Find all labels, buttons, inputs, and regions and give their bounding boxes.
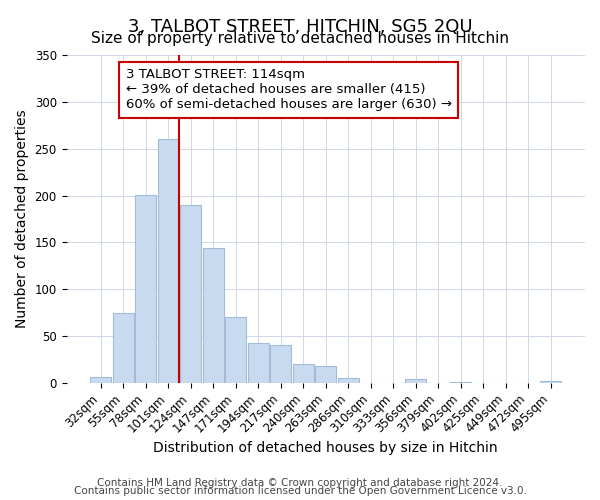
Text: 3, TALBOT STREET, HITCHIN, SG5 2QU: 3, TALBOT STREET, HITCHIN, SG5 2QU [128, 18, 472, 36]
Bar [180, 205, 202, 383]
Bar [158, 140, 179, 383]
Bar [540, 381, 562, 383]
Bar [405, 379, 427, 383]
Bar [293, 364, 314, 383]
Y-axis label: Number of detached properties: Number of detached properties [15, 110, 29, 328]
Bar [225, 318, 247, 383]
Bar [315, 366, 337, 383]
Bar [338, 378, 359, 383]
Bar [450, 382, 472, 383]
Bar [203, 248, 224, 383]
Text: Size of property relative to detached houses in Hitchin: Size of property relative to detached ho… [91, 31, 509, 46]
Bar [113, 312, 134, 383]
Text: Contains public sector information licensed under the Open Government Licence v3: Contains public sector information licen… [74, 486, 526, 496]
Bar [270, 346, 292, 383]
Bar [248, 342, 269, 383]
Text: Contains HM Land Registry data © Crown copyright and database right 2024.: Contains HM Land Registry data © Crown c… [97, 478, 503, 488]
Bar [90, 377, 112, 383]
X-axis label: Distribution of detached houses by size in Hitchin: Distribution of detached houses by size … [154, 441, 498, 455]
Bar [135, 194, 157, 383]
Text: 3 TALBOT STREET: 114sqm
← 39% of detached houses are smaller (415)
60% of semi-d: 3 TALBOT STREET: 114sqm ← 39% of detache… [125, 68, 452, 111]
